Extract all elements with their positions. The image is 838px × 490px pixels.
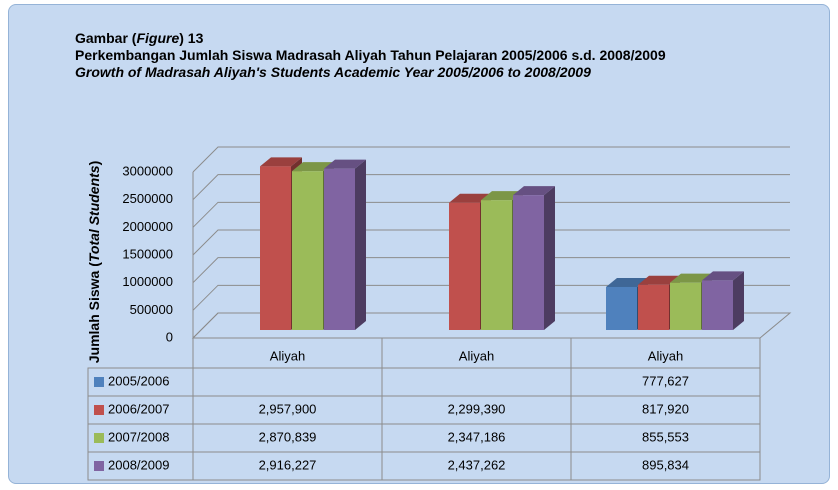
- y-axis-label: Jumlah Siswa (Total Students): [86, 161, 102, 364]
- chart-subtitle: Growth of Madrasah Aliyah's Students Aca…: [75, 64, 591, 80]
- bar-top: [606, 277, 648, 287]
- legend-swatch: [94, 377, 104, 387]
- bar: [702, 280, 733, 330]
- bar: [449, 202, 480, 330]
- figure-label-part: Figure: [136, 30, 180, 46]
- legend-swatch: [94, 433, 104, 443]
- value-label: 2,347,186: [448, 429, 506, 444]
- table-row: [87, 451, 761, 481]
- grid-line: [192, 146, 790, 173]
- bar-top: [260, 157, 302, 167]
- bar-top: [449, 193, 491, 203]
- y-tick-label: 1500000: [122, 246, 173, 261]
- grid-line: [192, 201, 790, 228]
- bar-top: [702, 271, 744, 281]
- grid-line: [192, 257, 790, 284]
- grid-line: [192, 174, 790, 201]
- bar-top: [513, 186, 555, 196]
- y-tick-label: 3000000: [122, 163, 173, 178]
- bar: [513, 195, 544, 330]
- x-tick-label: Aliyah: [648, 348, 683, 363]
- grid-line: [192, 312, 790, 339]
- bar-top: [670, 273, 712, 283]
- grid-line: [192, 284, 790, 311]
- legend-swatch: [94, 405, 104, 415]
- bar: [292, 171, 323, 330]
- bar: [638, 284, 669, 330]
- x-tick-label: Aliyah: [270, 348, 305, 363]
- bar: [260, 166, 291, 330]
- bar-top: [324, 159, 366, 169]
- bar: [481, 200, 512, 330]
- bar-top: [481, 191, 523, 201]
- legend-label: 2008/2009: [108, 457, 169, 472]
- bar: [670, 282, 701, 330]
- value-label: 2,299,390: [448, 401, 506, 416]
- bar-side: [733, 271, 744, 330]
- value-label: 777,627: [642, 373, 689, 388]
- y-tick-label: 1000000: [122, 274, 173, 289]
- bar-top: [638, 275, 680, 285]
- bar-side: [544, 186, 555, 330]
- y-axis-label-part: Total Students: [86, 165, 102, 262]
- bar: [324, 168, 355, 330]
- bar: [606, 286, 637, 330]
- figure-label-part: ) 13: [179, 30, 204, 46]
- value-label: 2,957,900: [259, 401, 317, 416]
- legend-label: 2005/2006: [108, 373, 169, 388]
- grid-line: [192, 229, 790, 256]
- y-axis-label-part: Jumlah Siswa (: [86, 262, 102, 363]
- legend-label: 2007/2008: [108, 429, 169, 444]
- value-label: 817,920: [642, 401, 689, 416]
- x-tick-label: Aliyah: [459, 348, 494, 363]
- value-label: 2,916,227: [259, 457, 317, 472]
- y-tick-label: 500000: [130, 302, 173, 317]
- value-label: 855,553: [642, 429, 689, 444]
- figure-label-part: Gambar (: [75, 30, 137, 46]
- value-label: 2,437,262: [448, 457, 506, 472]
- chart-panel: [8, 4, 830, 484]
- bar-side: [355, 159, 366, 330]
- y-tick-label: 2500000: [122, 191, 173, 206]
- y-tick-label: 0: [166, 329, 173, 344]
- value-label: 895,834: [642, 457, 689, 472]
- y-tick-label: 2000000: [122, 219, 173, 234]
- y-axis-label-part: ): [86, 161, 102, 166]
- legend-swatch: [94, 461, 104, 471]
- chart-title: Perkembangan Jumlah Siswa Madrasah Aliya…: [75, 47, 666, 63]
- bar-top: [292, 162, 334, 172]
- legend-label: 2006/2007: [108, 401, 169, 416]
- value-label: 2,870,839: [259, 429, 317, 444]
- titles: Gambar (Figure) 13 Perkembangan Jumlah S…: [75, 30, 735, 81]
- figure-label: Gambar (Figure) 13: [75, 30, 735, 47]
